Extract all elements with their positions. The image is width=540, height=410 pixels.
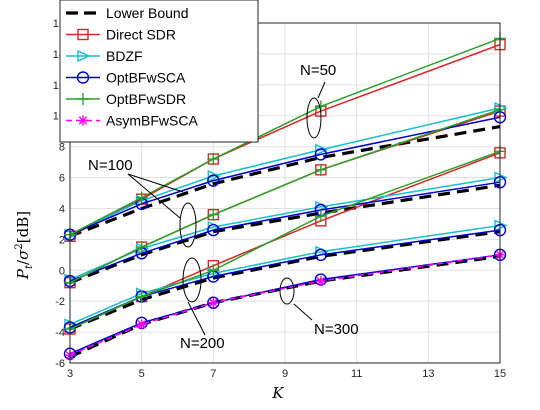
y-tick-label: 0 [59, 265, 65, 277]
series-line [69, 107, 501, 236]
legend-label: OptBFwSCA [106, 70, 186, 86]
x-tick-label: 7 [210, 368, 216, 380]
annotation-n50-ellipse [306, 97, 322, 139]
annotation-n200: N=200 [180, 335, 225, 352]
legend-label: AsymBFwSCA [106, 113, 198, 129]
y-tick-label: 2 [59, 234, 65, 246]
data-point [135, 290, 148, 303]
series-line [69, 181, 501, 282]
y-axis-label: Pt/σ2[dB] [14, 211, 35, 280]
legend-label: Direct SDR [106, 27, 176, 43]
x-tick-label: 11 [351, 368, 362, 380]
data-point [314, 210, 327, 223]
data-point [207, 264, 220, 277]
data-point [207, 223, 220, 237]
data-point [207, 208, 220, 221]
annotation-n100-arrow-a [127, 173, 184, 193]
data-point [314, 163, 327, 176]
legend-marker [77, 93, 89, 105]
y-tick-label: -6 [55, 358, 65, 370]
annotation-n200-arrow [187, 301, 206, 336]
annotation-n300-ellipse [279, 277, 295, 305]
legend-marker [77, 49, 91, 63]
y-tick-label: -4 [55, 327, 65, 339]
y-tick-label: -2 [55, 296, 65, 308]
data-point [207, 169, 222, 183]
y-tick-label: 6 [59, 173, 65, 185]
annotation-n100: N=100 [88, 157, 133, 174]
legend-label: BDZF [106, 48, 143, 64]
legend-marker [77, 28, 89, 41]
legend-marker [78, 115, 88, 126]
data-point [207, 296, 220, 309]
data-point [135, 191, 148, 204]
legend-box [59, 0, 259, 143]
legend: Lower Bound Direct SDR BDZF OptBFwSCA OptBFw… [59, 0, 259, 143]
x-tick-label: 5 [139, 368, 145, 380]
data-point [135, 241, 148, 254]
annotation-n50: N=50 [300, 62, 336, 79]
data-point [207, 153, 220, 165]
annotation-n100-ellipse [179, 202, 197, 248]
data-point [136, 319, 147, 330]
x-axis-label: K [271, 384, 284, 402]
data-point [315, 143, 329, 156]
series-line [69, 124, 501, 238]
legend-marker [76, 71, 90, 84]
data-point [207, 174, 220, 187]
legend-label: Lower Bound [106, 5, 189, 21]
y-tick-label: 4 [59, 203, 65, 215]
y-tick-label: 8 [59, 142, 65, 154]
x-tick-label: 3 [67, 368, 73, 380]
series-line [69, 116, 501, 236]
x-tick-label: 13 [422, 368, 434, 380]
annotations: N=50 N=100 N=200 N=300 [88, 62, 359, 352]
x-tick-label: 9 [282, 368, 288, 380]
series-line [69, 183, 501, 285]
axes-box [69, 22, 501, 364]
annotation-n300: N=300 [314, 321, 359, 338]
annotation-n50-arrow [317, 81, 326, 99]
legend-label: OptBFwSDR [106, 91, 186, 107]
data-point [314, 248, 328, 262]
data-point [208, 297, 219, 308]
x-tick-label: 15 [494, 368, 506, 380]
annotation-n200-ellipse [182, 257, 202, 303]
data-point [315, 276, 326, 287]
data-point [314, 148, 328, 161]
annotation-n100-arrow-b [127, 173, 181, 219]
annotation-n300-arrow [293, 303, 313, 321]
series-line [69, 230, 501, 331]
